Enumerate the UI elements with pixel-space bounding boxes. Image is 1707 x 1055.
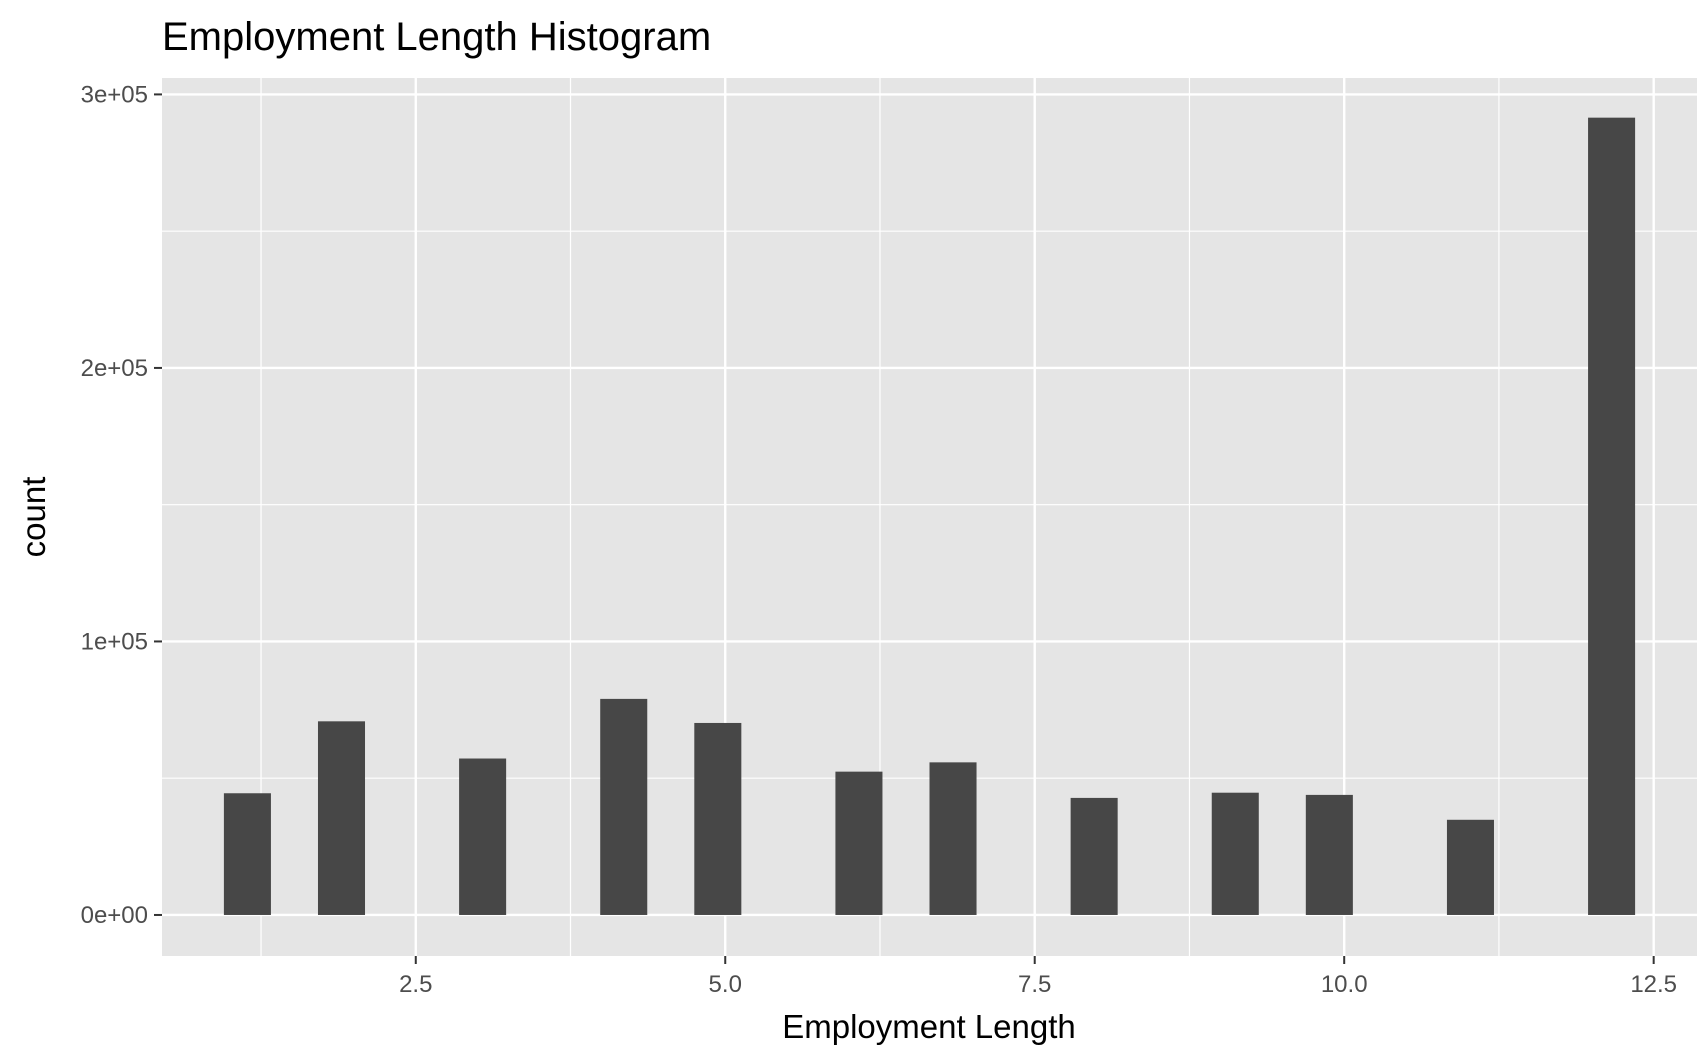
histogram-bar [1588, 117, 1636, 915]
histogram-bar [1446, 819, 1494, 915]
histogram-bar [459, 758, 507, 915]
chart-title: Employment Length Histogram [162, 15, 711, 59]
histogram-bar [1305, 794, 1353, 915]
minor-gridlines [162, 78, 1697, 956]
histogram-bar [835, 771, 883, 915]
histogram-bar [694, 722, 742, 915]
x-tick-label: 12.5 [1630, 971, 1677, 998]
y-tick-label: 3e+05 [81, 81, 148, 108]
y-axis-title: count [15, 477, 52, 558]
x-tick-label: 5.0 [709, 971, 742, 998]
major-gridlines [162, 78, 1697, 956]
histogram-bar [223, 793, 271, 915]
histogram-bar [1070, 797, 1118, 915]
y-tick-label: 2e+05 [81, 355, 148, 382]
y-axis: 0e+00 1e+05 2e+05 3e+05 [81, 81, 162, 929]
x-tick-label: 10.0 [1321, 971, 1368, 998]
x-tick-label: 2.5 [399, 971, 432, 998]
histogram-bar [929, 762, 977, 915]
x-tick-label: 7.5 [1018, 971, 1051, 998]
histogram-bar [600, 698, 648, 915]
y-tick-label: 1e+05 [81, 628, 148, 655]
histogram-bar [317, 721, 366, 915]
y-tick-label: 0e+00 [81, 902, 148, 929]
x-axis-title: Employment Length [782, 1008, 1076, 1045]
x-axis: 2.5 5.0 7.5 10.0 12.5 [399, 956, 1677, 998]
histogram-bars [223, 117, 1636, 915]
histogram-bar [1211, 792, 1259, 915]
